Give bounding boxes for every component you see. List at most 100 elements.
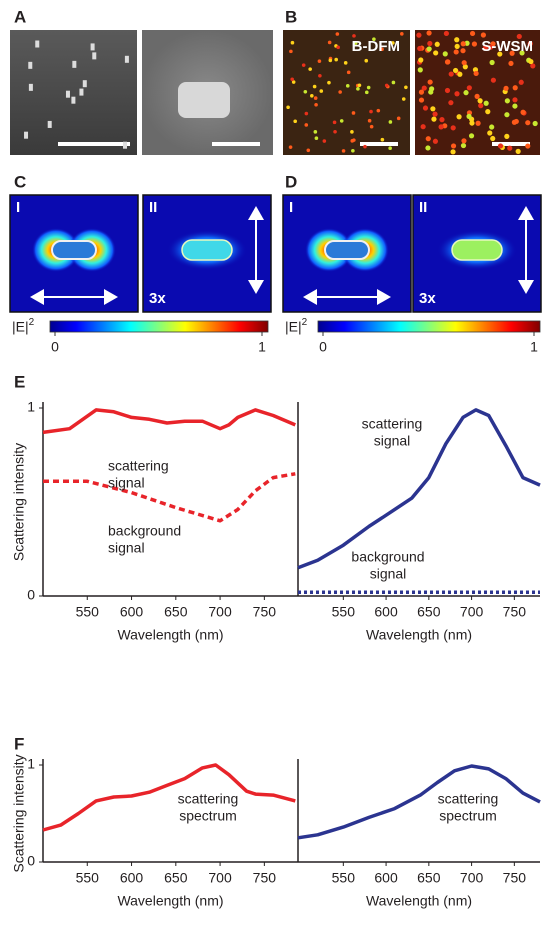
nanorod: [124, 55, 129, 63]
particle: [488, 44, 494, 50]
particle: [429, 86, 435, 92]
particle: [460, 48, 466, 54]
annotation: scattering: [362, 416, 423, 432]
particle: [463, 90, 469, 96]
particle: [489, 59, 495, 66]
scale-bar: [58, 142, 130, 146]
particle: [339, 119, 344, 123]
x-tick-label: 600: [374, 604, 398, 620]
particle: [433, 50, 439, 56]
x-tick-label: 550: [332, 870, 356, 886]
particle: [525, 120, 531, 126]
particle: [313, 130, 318, 134]
particle: [478, 103, 484, 109]
x-tick-label: 700: [460, 604, 484, 620]
nanorod: [92, 52, 97, 60]
particle: [444, 87, 451, 94]
x-tick-label: 650: [164, 870, 188, 886]
particle: [291, 80, 296, 84]
particle: [512, 97, 518, 103]
y-axis-title: Scattering intensity: [11, 443, 27, 561]
particle: [332, 120, 337, 125]
particle: [391, 80, 396, 85]
particle: [512, 103, 518, 109]
particle: [477, 98, 483, 104]
panel-label: B: [285, 7, 297, 26]
particle: [416, 32, 422, 38]
particle: [388, 120, 393, 124]
particle: [372, 37, 376, 41]
particle: [425, 145, 431, 151]
particle: [313, 96, 318, 100]
particle: [317, 59, 322, 63]
particle: [489, 124, 495, 130]
particle: [369, 124, 374, 129]
particle: [290, 77, 294, 82]
particle: [468, 133, 475, 139]
particle: [345, 84, 350, 88]
particle: [518, 79, 524, 85]
line-series: [297, 764, 541, 840]
colorbar-power: 2: [29, 317, 35, 328]
nanorod: [47, 120, 52, 128]
particle: [453, 49, 459, 55]
particle: [525, 143, 531, 149]
particle: [328, 58, 333, 63]
colorbar: [49, 320, 269, 333]
x-tick-label: 650: [417, 604, 441, 620]
annotation: scattering: [178, 791, 239, 807]
particle: [504, 112, 510, 118]
x-axis-title: Wavelength (nm): [366, 627, 472, 643]
particle: [430, 106, 436, 112]
nanorod: [122, 141, 127, 149]
particle: [448, 100, 454, 106]
annotation: background: [351, 549, 424, 565]
images: [10, 30, 540, 155]
nanorod: [178, 82, 230, 118]
particle: [314, 102, 318, 107]
particle: [445, 59, 451, 65]
sem-image: [10, 30, 137, 155]
nanorod: [35, 40, 40, 48]
annotation: scattering: [108, 458, 169, 474]
particle: [448, 71, 454, 77]
particle: [384, 83, 389, 88]
particle: [420, 124, 426, 130]
particle: [301, 63, 306, 67]
nanorod: [24, 131, 29, 139]
x-axis-title: Wavelength (nm): [117, 893, 223, 909]
line-series: [42, 408, 296, 435]
x-tick-label: 750: [253, 604, 277, 620]
panel-label: F: [14, 734, 24, 753]
particle: [363, 144, 367, 149]
particle: [474, 93, 480, 99]
particle: [426, 46, 432, 52]
x-tick-label: 550: [332, 604, 356, 620]
particle: [290, 40, 295, 45]
particle: [454, 43, 460, 50]
annotation: signal: [108, 475, 145, 491]
particle: [353, 41, 358, 45]
particle: [457, 71, 463, 77]
x-tick-label: 650: [417, 870, 441, 886]
particle: [404, 85, 408, 90]
particle: [520, 109, 526, 115]
particle: [490, 77, 496, 83]
image-label: 3x: [419, 290, 436, 307]
particle: [490, 135, 496, 142]
y-tick-label: 0: [27, 853, 35, 869]
particle: [334, 57, 338, 62]
annotation: signal: [374, 433, 411, 449]
particle: [450, 149, 456, 155]
particle: [380, 137, 385, 142]
nanorod: [28, 61, 33, 69]
particle: [442, 51, 448, 57]
particle: [450, 125, 456, 131]
image-label: B-DFM: [352, 38, 400, 55]
nanorod: [451, 239, 503, 261]
particle: [425, 136, 431, 142]
image-label: I: [16, 199, 20, 216]
y-axis-title: Scattering intensity: [11, 754, 27, 872]
particle: [466, 85, 472, 91]
